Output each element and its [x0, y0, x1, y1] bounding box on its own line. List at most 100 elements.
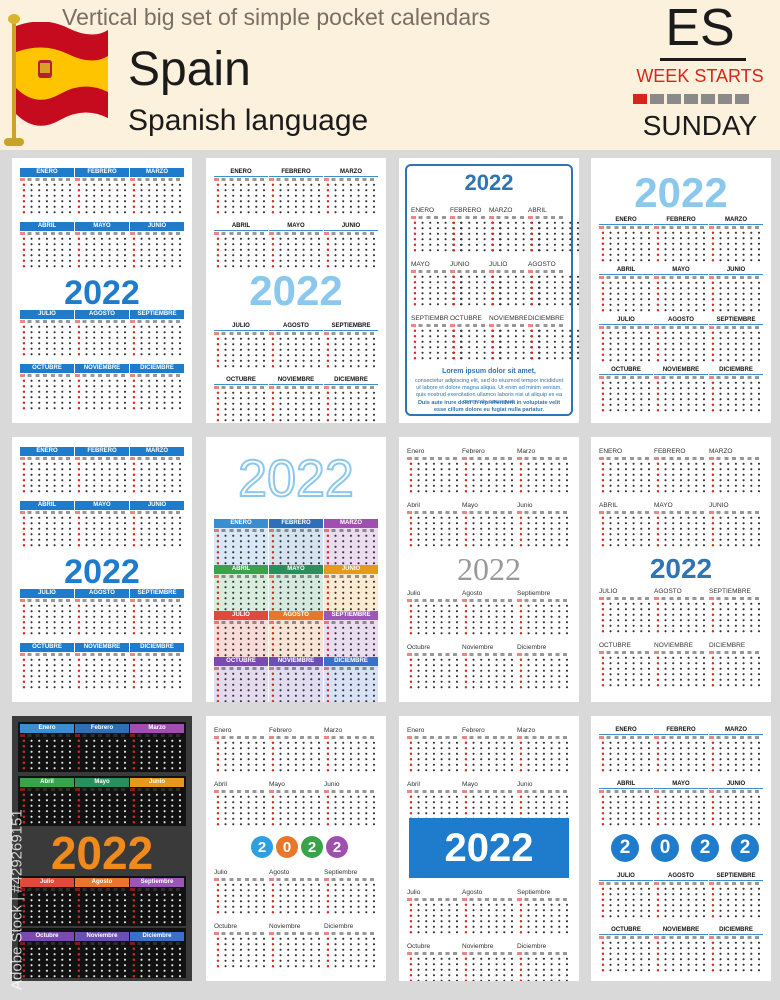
weekday-row: [324, 667, 378, 670]
month-calendar: DICIEMBRE: [709, 641, 763, 691]
code-underline: [660, 58, 746, 61]
day-grid: [214, 533, 268, 567]
month-calendar: ABRIL: [599, 266, 653, 316]
day-grid: [709, 886, 763, 920]
day-grid: [20, 236, 74, 270]
month-name: JULIO: [599, 588, 618, 595]
month-calendar: Octubre: [407, 643, 461, 693]
weekday-row: [269, 529, 323, 532]
weekday-row: [130, 178, 184, 181]
month-name: SEPTIEMBRE: [324, 611, 378, 620]
month-calendar: ENERO: [599, 447, 653, 497]
month-name: Agosto: [75, 878, 129, 887]
month-name: Abril: [407, 781, 421, 788]
weekday-row: [214, 529, 268, 532]
month-calendar: SEPTIEMBRE: [709, 872, 763, 922]
month-calendar: OCTUBRE: [20, 643, 74, 693]
month-name: JUNIO: [130, 501, 184, 510]
day-grid: [130, 378, 184, 412]
month-name: Noviembre: [75, 932, 129, 941]
year-label: 2022: [64, 274, 140, 312]
weekday-row: [324, 878, 378, 881]
month-name: Junio: [324, 781, 340, 788]
weekday-row: [130, 232, 184, 235]
weekday-row: [517, 898, 571, 901]
month-calendar: Junio: [130, 778, 184, 828]
weekday-row: [20, 457, 74, 460]
month-calendar: NOVIEMBRE: [654, 926, 708, 976]
month-calendar: JULIO: [214, 322, 268, 372]
day-grid: [654, 280, 708, 314]
weekday-row: [407, 457, 461, 460]
month-name: Octubre: [407, 644, 431, 651]
weekday-row: [20, 888, 74, 891]
weekday-row: [214, 736, 268, 739]
month-calendar: ABRIL: [20, 222, 74, 272]
month-calendar: Agosto: [462, 589, 516, 639]
weekday-row: [130, 320, 184, 323]
weekday-row: [599, 326, 653, 329]
day-grid: [269, 882, 323, 916]
weekday-row: [599, 457, 653, 460]
weekday-row: [709, 597, 763, 600]
weekday-row: [462, 653, 516, 656]
month-calendar: Agosto: [269, 868, 323, 918]
month-name: Julio: [20, 878, 74, 887]
month-name: DICIEMBRE: [324, 376, 378, 385]
year-digit: 2: [326, 836, 348, 858]
weekday-row: [599, 882, 653, 885]
month-name: Julio: [407, 590, 421, 597]
day-grid: [599, 940, 653, 974]
day-grid: [324, 390, 378, 423]
day-grid: [324, 182, 378, 216]
weekday-row: [75, 374, 129, 377]
weekday-row: [130, 457, 184, 460]
month-name: AGOSTO: [654, 588, 682, 595]
day-grid: [407, 657, 461, 691]
day-grid: [407, 603, 461, 637]
month-name: DICIEMBRE: [130, 364, 184, 373]
month-calendar: MAYO: [654, 266, 708, 316]
weekday-row: [269, 790, 323, 793]
weekday-row: [709, 511, 763, 514]
month-calendar: JULIO: [20, 589, 74, 639]
day-grid: [269, 625, 323, 659]
day-grid: [599, 886, 653, 920]
month-calendar: DICIEMBRE: [709, 926, 763, 976]
month-name: Septiembre: [324, 869, 358, 876]
day-grid: [20, 461, 74, 495]
weekday-row: [599, 790, 653, 793]
weekday-row: [599, 511, 653, 514]
day-grid: [75, 236, 129, 270]
month-calendar: Septiembre: [324, 868, 378, 918]
month-name: FEBRERO: [269, 519, 323, 528]
month-name: AGOSTO: [75, 589, 129, 598]
weekday-row: [599, 276, 653, 279]
month-calendar: Abril: [214, 780, 268, 830]
weekday-row: [654, 651, 708, 654]
month-calendar: Marzo: [517, 447, 571, 497]
day-grid: [269, 740, 323, 774]
month-calendar: Julio: [214, 868, 268, 918]
month-name: MARZO: [709, 216, 763, 225]
weekday-row: [462, 736, 516, 739]
day-grid: [517, 902, 571, 936]
year-digit: 2: [691, 834, 719, 862]
month-calendar: DICIEMBRE: [130, 643, 184, 693]
month-name: Febrero: [462, 448, 485, 455]
weekday-row: [75, 788, 129, 791]
month-name: Julio: [407, 889, 421, 896]
weekday-row: [214, 790, 268, 793]
month-calendar: Mayo: [462, 501, 516, 551]
day-grid: [709, 280, 763, 314]
day-grid: [214, 794, 268, 828]
weekday-row: [20, 232, 74, 235]
month-calendar: DICIEMBRE: [709, 366, 763, 416]
month-calendar: OCTUBRE: [450, 314, 504, 364]
month-calendar: NOVIEMBRE: [269, 657, 323, 702]
day-grid: [269, 182, 323, 216]
month-name: OCTUBRE: [214, 657, 268, 666]
